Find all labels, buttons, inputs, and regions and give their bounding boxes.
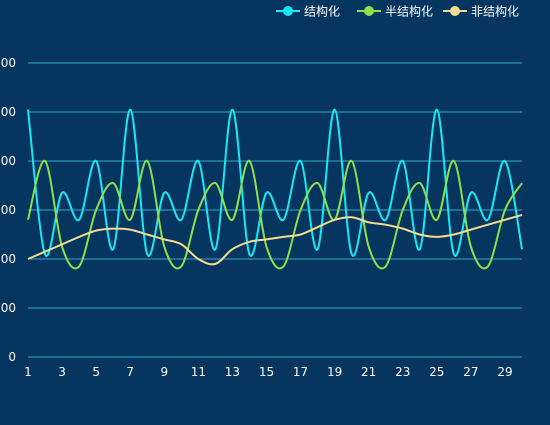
x-tick-label: 13 [225, 365, 240, 379]
y-tick-label: 0 [8, 350, 16, 364]
legend-label: 半结构化 [385, 4, 433, 19]
y-tick-label: 400 [0, 154, 16, 168]
series-line-1 [27, 159, 523, 270]
series-lines [27, 108, 523, 270]
x-tick-label: 7 [126, 365, 134, 379]
x-tick-label: 11 [191, 365, 206, 379]
x-axis-ticks: 1 3 5 7 9 11 13 15 17 19 21 23 25 27 29 [24, 365, 512, 379]
x-tick-label: 23 [395, 365, 410, 379]
x-tick-label: 17 [293, 365, 308, 379]
x-tick-label: 1 [24, 365, 32, 379]
x-tick-label: 29 [497, 365, 512, 379]
y-tick-label: 300 [0, 203, 16, 217]
y-tick-label: 600 [0, 56, 16, 70]
y-axis-ticks: 0 100 200 300 400 500 600 [0, 56, 16, 364]
x-tick-label: 19 [327, 365, 342, 379]
legend-label: 非结构化 [471, 4, 519, 19]
grid-lines [28, 62, 522, 358]
y-tick-label: 100 [0, 301, 16, 315]
legend-item[interactable]: 结构化 [276, 4, 340, 19]
legend-label: 结构化 [304, 4, 340, 19]
x-tick-label: 5 [92, 365, 100, 379]
series-line-2 [27, 213, 523, 266]
x-tick-label: 25 [429, 365, 444, 379]
legend-marker-icon [364, 6, 374, 16]
x-tick-label: 21 [361, 365, 376, 379]
x-tick-label: 27 [463, 365, 478, 379]
x-tick-label: 15 [259, 365, 274, 379]
legend-marker-icon [450, 6, 460, 16]
legend-item[interactable]: 非结构化 [443, 4, 519, 19]
x-tick-label: 3 [58, 365, 66, 379]
y-tick-label: 500 [0, 105, 16, 119]
y-tick-label: 200 [0, 252, 16, 266]
legend-item[interactable]: 半结构化 [357, 4, 433, 19]
x-tick-label: 9 [160, 365, 168, 379]
legend-marker-icon [283, 6, 293, 16]
series-line-0 [27, 108, 523, 257]
legend: 结构化 半结构化 非结构化 [276, 4, 519, 19]
